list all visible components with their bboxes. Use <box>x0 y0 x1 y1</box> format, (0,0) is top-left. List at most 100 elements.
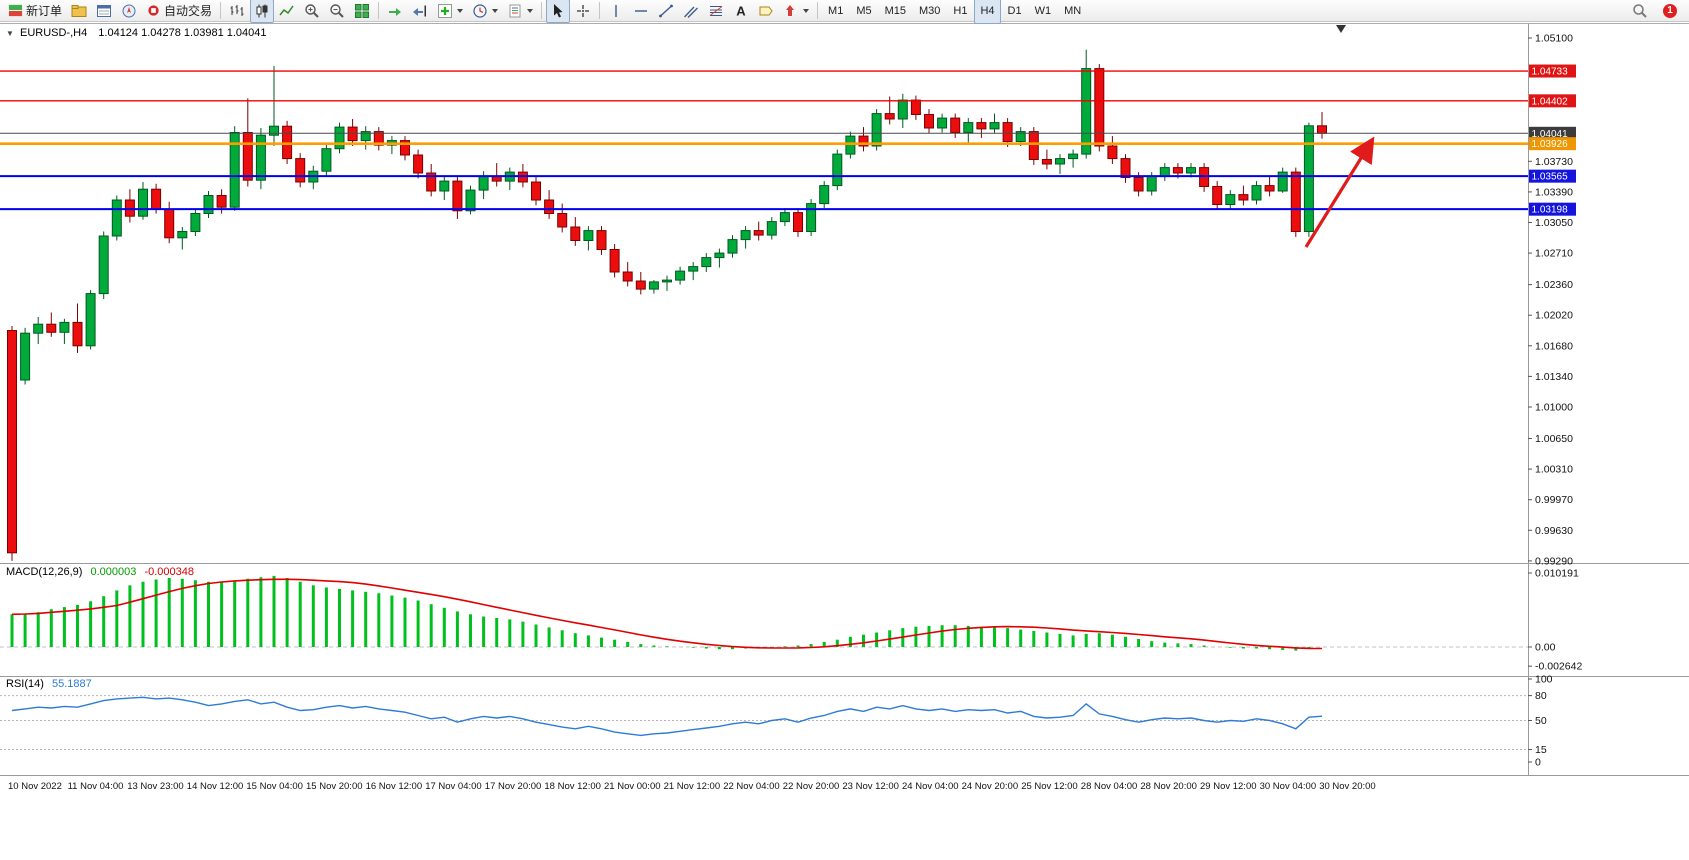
market-watch-button[interactable] <box>67 0 91 23</box>
candle-body-up <box>897 99 908 120</box>
time-axis-label: 17 Nov 20:00 <box>485 781 542 792</box>
timeframe-button-W1[interactable]: W1 <box>1034 4 1052 17</box>
chart-shift-marker[interactable] <box>1336 25 1346 33</box>
candle-body-up <box>203 195 214 214</box>
zoom-out-button[interactable] <box>325 0 349 23</box>
timeframe-button-H1[interactable]: H1 <box>953 4 968 17</box>
toolbar-separator <box>599 2 601 19</box>
candle-body-down <box>216 195 227 208</box>
channel-tool-button[interactable] <box>679 0 703 23</box>
candle-body-down <box>1290 171 1301 233</box>
price-tag <box>1529 64 1576 78</box>
search-button[interactable] <box>1628 0 1652 23</box>
market-watch-icon <box>71 4 87 17</box>
trend-arrow-annotation[interactable] <box>1304 136 1375 248</box>
timeframe-button-M1[interactable]: M1 <box>828 4 844 17</box>
price-tag-label: 1.04041 <box>1532 129 1569 140</box>
notification-badge[interactable]: 1 <box>1663 3 1677 18</box>
macd-name: MACD(12,26,9) <box>6 566 83 578</box>
candle-body-up <box>59 321 70 333</box>
candle-body-down <box>1212 186 1223 205</box>
new-order-label: 新订单 <box>26 4 63 18</box>
candle-body-up <box>845 135 856 155</box>
bar-chart-icon <box>230 4 244 16</box>
time-axis-label: 25 Nov 12:00 <box>1021 781 1078 792</box>
indicators-button[interactable] <box>433 0 467 23</box>
auto-scroll-button[interactable] <box>383 0 407 23</box>
candlestick-mode-button[interactable] <box>250 0 275 23</box>
toolbar-separator <box>817 2 819 19</box>
line-chart-mode-button[interactable] <box>275 0 299 23</box>
bar-chart-mode-button[interactable] <box>225 0 249 23</box>
templates-button[interactable] <box>503 0 537 23</box>
timeframe-button-M15[interactable]: M15 <box>884 4 906 17</box>
candle-body-up <box>714 252 725 259</box>
text-label-tool-button[interactable] <box>754 0 778 23</box>
timeframe-button-M30[interactable]: M30 <box>919 4 941 17</box>
channel-icon <box>684 6 698 18</box>
auto-scroll-icon <box>389 7 402 16</box>
zoom-out-icon <box>330 3 344 18</box>
collapse-triangle-icon[interactable]: ▼ <box>6 29 14 38</box>
horizontal-line-tool-button[interactable] <box>629 0 653 23</box>
chart-shift-button[interactable] <box>408 0 432 23</box>
periods-button[interactable] <box>468 0 502 23</box>
fibonacci-tool-button[interactable] <box>704 0 728 23</box>
candle-body-up <box>937 117 948 129</box>
y-axis-label: 1.00310 <box>1535 464 1573 476</box>
time-axis-label: 30 Nov 20:00 <box>1319 781 1376 792</box>
candle-body-up <box>740 230 751 241</box>
candle-body-up <box>465 189 476 212</box>
timeframe-button-M5[interactable]: M5 <box>856 4 872 17</box>
trendline-tool-button[interactable] <box>654 0 678 23</box>
time-axis-label: 30 Nov 04:00 <box>1260 781 1317 792</box>
price-tag-label: 1.04733 <box>1532 67 1569 78</box>
cursor-tool-button[interactable] <box>546 0 571 23</box>
time-axis-label: 28 Nov 20:00 <box>1140 781 1197 792</box>
y-axis-label: 0.99630 <box>1535 525 1573 537</box>
candle-body-down <box>1094 68 1105 147</box>
macd-axis-label: 0.010191 <box>1535 568 1579 580</box>
tile-windows-button[interactable] <box>350 0 374 23</box>
timeframe-button-H4[interactable]: H4 <box>974 0 1001 24</box>
price-tag <box>1529 137 1576 151</box>
text-tool-button[interactable]: A <box>729 0 753 23</box>
zoom-in-button[interactable] <box>300 0 324 23</box>
crosshair-tool-button[interactable] <box>571 0 595 23</box>
candle-body-down <box>1041 159 1052 165</box>
fibonacci-icon <box>709 5 723 16</box>
text-icon: A <box>736 3 746 18</box>
candle-body-up <box>1055 158 1065 165</box>
time-axis-label: 21 Nov 00:00 <box>604 781 661 792</box>
data-window-button[interactable] <box>92 0 116 23</box>
svg-text:A: A <box>736 3 746 18</box>
crosshair-icon <box>577 4 590 17</box>
candle-body-down <box>373 131 384 146</box>
candle-body-up <box>98 235 109 295</box>
candle-body-down <box>46 323 57 333</box>
candle-body-up <box>806 203 817 233</box>
candle-body-down <box>609 249 620 273</box>
new-order-button[interactable]: 新订单 <box>4 0 66 23</box>
rsi-axis-label: 15 <box>1535 744 1547 756</box>
autotrading-button[interactable]: 自动交易 <box>142 0 216 23</box>
time-axis-label: 24 Nov 20:00 <box>962 781 1019 792</box>
candle-body-up <box>1081 68 1092 155</box>
vertical-line-tool-button[interactable] <box>604 0 628 23</box>
candle-body-up <box>963 122 974 133</box>
timeframe-group: M1 M5 M15 M30 H1 H4 D1 W1 MN <box>822 0 1087 24</box>
candle-body-up <box>662 279 672 283</box>
symbol-period-label: EURUSD-,H4 <box>19 27 88 39</box>
navigator-button[interactable] <box>117 0 141 23</box>
candle-body-up <box>20 332 31 381</box>
arrows-tool-button[interactable] <box>779 0 813 23</box>
template-icon <box>509 4 521 17</box>
timeframe-button-D1[interactable]: D1 <box>1007 4 1022 17</box>
cursor-icon <box>554 3 563 17</box>
candle-body-up <box>85 293 96 347</box>
y-axis-label: 0.99290 <box>1535 555 1573 567</box>
candle-body-down <box>491 176 502 182</box>
candle-body-down <box>1172 167 1183 174</box>
timeframe-button-MN[interactable]: MN <box>1064 4 1082 17</box>
